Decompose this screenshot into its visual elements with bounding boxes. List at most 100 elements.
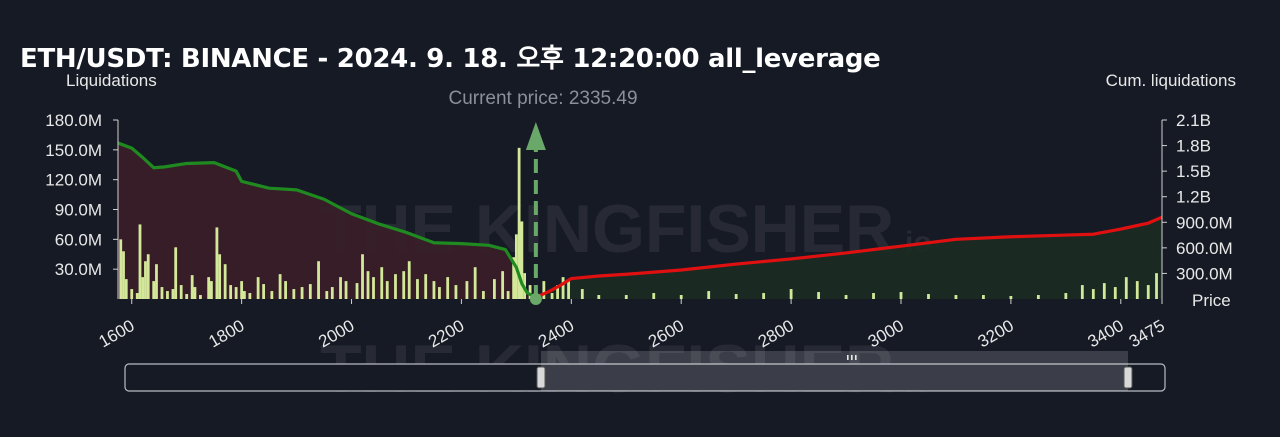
- liquidation-bar: [1036, 295, 1040, 299]
- liquidation-bar: [1080, 285, 1084, 299]
- liquidation-bar: [210, 281, 213, 299]
- liquidation-bar: [492, 279, 496, 299]
- liquidation-bar: [652, 293, 656, 299]
- liquidation-bar: [300, 287, 304, 299]
- liquidation-bar: [166, 291, 169, 299]
- liquidation-bar: [240, 281, 244, 299]
- liquidation-bar: [580, 289, 584, 299]
- y2-tick-label: 1.8B: [1176, 137, 1211, 156]
- liquidation-bar: [119, 239, 123, 299]
- liquidation-bar: [344, 281, 348, 299]
- liquidation-bar: [218, 254, 222, 299]
- liquidation-bar: [432, 281, 436, 299]
- y-tick-label: 150.0M: [45, 141, 102, 160]
- y-tick-label: 120.0M: [45, 171, 102, 190]
- liquidation-bar: [482, 291, 485, 299]
- liquidation-bar: [130, 289, 134, 299]
- liquidation-bar: [465, 281, 469, 299]
- y2-tick-label: 300.0M: [1176, 264, 1233, 283]
- liquidation-bar: [454, 285, 458, 299]
- liquidation-bar: [473, 267, 477, 299]
- liquidation-bar: [424, 274, 428, 299]
- liquidation-bar: [330, 287, 334, 299]
- x-tick-label: 1800: [205, 316, 247, 351]
- liquidation-bar: [223, 264, 227, 299]
- y2-tick-label: 1.5B: [1176, 162, 1211, 181]
- cum-short-area: [118, 143, 536, 299]
- liquidation-bar: [817, 292, 820, 299]
- liquidation-bar: [1124, 277, 1128, 299]
- liquidation-bar: [146, 254, 150, 299]
- range-slider[interactable]: [124, 351, 1166, 392]
- y-tick-label: 60.0M: [55, 230, 102, 249]
- liquidation-bars: [119, 147, 1158, 299]
- liquidation-bar: [124, 279, 128, 299]
- liquidation-bar: [982, 295, 985, 299]
- liquidation-bar: [954, 295, 958, 299]
- liquidation-bar: [561, 277, 565, 299]
- y2-tick-label: 600.0M: [1176, 239, 1233, 258]
- current-price-arrow-icon: [525, 122, 546, 150]
- liquidation-bar: [372, 277, 375, 299]
- liquidation-bar: [248, 293, 252, 299]
- liquidation-bar: [215, 227, 219, 299]
- liquidation-bar: [199, 295, 202, 299]
- y-tick-label: 180.0M: [45, 111, 102, 130]
- liquidation-bar: [122, 251, 125, 299]
- liquidation-bar: [438, 287, 441, 299]
- y2-axis-label: Cum. liquidations: [1106, 71, 1236, 90]
- liquidation-bar: [556, 285, 559, 299]
- liquidation-bar: [1009, 296, 1013, 299]
- range-slider-track[interactable]: [124, 363, 1166, 392]
- cum-short-line: [117, 141, 537, 299]
- liquidation-bar: [550, 293, 554, 299]
- y2-tick-label: 900.0M: [1176, 213, 1233, 232]
- liquidation-bar: [624, 295, 628, 299]
- liquidation-bar: [407, 261, 411, 299]
- liquidation-bar: [1064, 293, 1068, 299]
- liquidation-bar: [234, 287, 238, 299]
- liquidation-bar: [366, 271, 370, 299]
- liquidation-bar: [789, 289, 793, 299]
- liquidation-bar: [270, 291, 274, 299]
- liquidation-bar: [185, 294, 189, 299]
- liquidation-bar: [135, 293, 139, 299]
- liquidation-bar: [567, 281, 570, 299]
- liquidation-bar: [193, 287, 197, 299]
- liquidation-bar: [872, 293, 875, 299]
- liquidation-bar: [262, 284, 266, 299]
- liquidation-bar: [1113, 287, 1117, 299]
- liquidation-bar: [190, 275, 194, 299]
- range-slider-left-handle[interactable]: [536, 366, 546, 389]
- y-tick-label: 90.0M: [55, 201, 102, 220]
- liquidation-bar: [1146, 285, 1150, 299]
- y2-tick-label: 2.1B: [1176, 111, 1211, 130]
- y-tick-label: 30.0M: [55, 260, 102, 279]
- liquidation-bar: [229, 285, 233, 299]
- liquidation-bar: [256, 277, 260, 299]
- liquidation-bar: [899, 292, 903, 299]
- x-tick-label: 3400: [1085, 316, 1127, 351]
- x-tick-label: 1600: [95, 316, 137, 351]
- y-axis-label: Liquidations: [66, 71, 157, 90]
- liquidation-bar: [141, 277, 145, 299]
- liquidation-bar: [394, 274, 397, 299]
- range-slider-grip-icon[interactable]: [847, 355, 857, 360]
- liquidation-bar: [707, 291, 711, 299]
- liquidation-bar: [542, 281, 546, 299]
- range-slider-right-handle[interactable]: [1123, 366, 1133, 389]
- liquidation-bar: [520, 221, 524, 299]
- liquidation-bar: [512, 257, 516, 299]
- current-price-dot: [529, 293, 542, 305]
- liquidation-bar: [152, 281, 156, 299]
- liquidation-bar: [446, 277, 450, 299]
- liquidation-bar: [361, 254, 364, 299]
- range-slider-selection[interactable]: [541, 351, 1128, 391]
- liquidation-bar: [174, 247, 178, 299]
- liquidation-bar: [278, 274, 282, 299]
- liquidation-bar: [1091, 289, 1095, 299]
- liquidation-bar: [844, 295, 848, 299]
- cum-long-line: [535, 215, 1163, 299]
- liquidation-bar: [284, 281, 287, 299]
